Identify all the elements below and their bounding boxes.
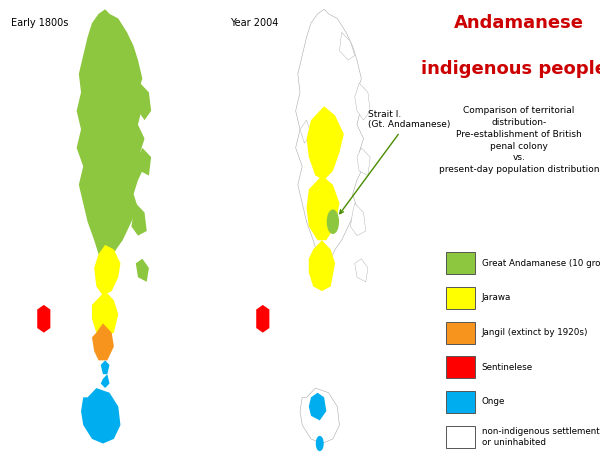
Polygon shape xyxy=(309,393,326,420)
Polygon shape xyxy=(94,245,121,296)
FancyBboxPatch shape xyxy=(446,252,475,274)
Polygon shape xyxy=(340,32,355,60)
Polygon shape xyxy=(307,106,344,180)
Polygon shape xyxy=(355,259,368,282)
Polygon shape xyxy=(92,291,118,337)
FancyBboxPatch shape xyxy=(446,391,475,413)
Text: Great Andamanese (10 groups): Great Andamanese (10 groups) xyxy=(482,259,600,268)
Text: Year 2004: Year 2004 xyxy=(230,18,278,29)
Text: Comparison of territorial
distribution-
Pre-establishment of British
penal colon: Comparison of territorial distribution- … xyxy=(439,106,599,174)
Polygon shape xyxy=(101,374,110,388)
Text: Jarawa: Jarawa xyxy=(482,293,511,303)
Text: Early 1800s: Early 1800s xyxy=(11,18,68,29)
Text: Jangil (extinct by 1920s): Jangil (extinct by 1920s) xyxy=(482,328,588,337)
Circle shape xyxy=(328,210,338,233)
Polygon shape xyxy=(121,32,136,60)
Circle shape xyxy=(316,437,323,450)
Polygon shape xyxy=(81,120,92,143)
FancyBboxPatch shape xyxy=(446,287,475,309)
FancyBboxPatch shape xyxy=(446,426,475,448)
FancyBboxPatch shape xyxy=(446,356,475,378)
Text: Andamanese: Andamanese xyxy=(454,14,584,32)
FancyBboxPatch shape xyxy=(446,322,475,344)
Text: Sentinelese: Sentinelese xyxy=(482,363,533,372)
Text: Strait I.
(Gt. Andamanese): Strait I. (Gt. Andamanese) xyxy=(340,110,450,213)
Polygon shape xyxy=(37,305,50,333)
Polygon shape xyxy=(136,83,151,120)
Polygon shape xyxy=(355,83,370,120)
Polygon shape xyxy=(256,305,269,333)
Polygon shape xyxy=(300,388,340,444)
Polygon shape xyxy=(357,148,370,176)
Polygon shape xyxy=(307,176,340,240)
Polygon shape xyxy=(350,203,366,236)
Text: Onge: Onge xyxy=(482,397,505,407)
Polygon shape xyxy=(77,9,145,268)
Text: indigenous peoples: indigenous peoples xyxy=(421,60,600,78)
Polygon shape xyxy=(138,148,151,176)
Text: non-indigenous settlements
or uninhabited: non-indigenous settlements or uninhabite… xyxy=(482,426,600,447)
Polygon shape xyxy=(131,203,147,236)
Polygon shape xyxy=(136,259,149,282)
Polygon shape xyxy=(300,120,311,143)
Polygon shape xyxy=(101,360,110,374)
Polygon shape xyxy=(92,323,114,360)
Polygon shape xyxy=(309,240,335,291)
Polygon shape xyxy=(296,9,364,268)
Polygon shape xyxy=(81,388,121,444)
